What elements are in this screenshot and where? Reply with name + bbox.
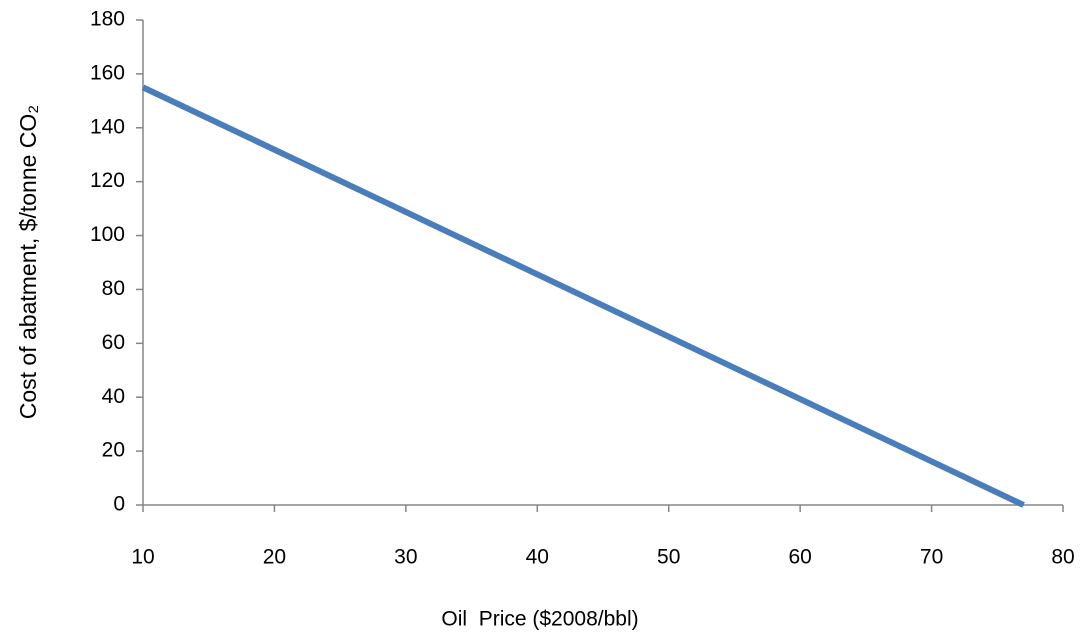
y-tick-label: 120 bbox=[90, 169, 125, 192]
y-tick-label: 140 bbox=[90, 115, 125, 138]
x-tick-label: 10 bbox=[131, 546, 154, 569]
y-tick-label: 80 bbox=[102, 277, 125, 300]
x-axis-label: Oil Price ($2008/bbl) bbox=[441, 608, 638, 631]
y-tick-label: 160 bbox=[90, 61, 125, 84]
y-tick-label: 40 bbox=[102, 385, 125, 408]
data-line bbox=[141, 84, 1025, 508]
y-tick-label: 100 bbox=[90, 223, 125, 246]
y-tick-label: 20 bbox=[102, 439, 125, 462]
x-tick-label: 60 bbox=[788, 546, 811, 569]
x-tick-label: 40 bbox=[526, 546, 549, 569]
y-tick-label: 0 bbox=[113, 493, 125, 516]
x-tick-label: 30 bbox=[394, 546, 417, 569]
x-tick-label: 70 bbox=[920, 546, 943, 569]
x-tick-label: 80 bbox=[1051, 546, 1074, 569]
y-tick-label: 180 bbox=[90, 8, 125, 31]
y-axis-label: Cost of abatment, $/tonne CO₂ bbox=[15, 105, 41, 420]
y-tick-label: 60 bbox=[102, 331, 125, 354]
x-tick-label: 20 bbox=[263, 546, 286, 569]
x-tick-label: 50 bbox=[657, 546, 680, 569]
